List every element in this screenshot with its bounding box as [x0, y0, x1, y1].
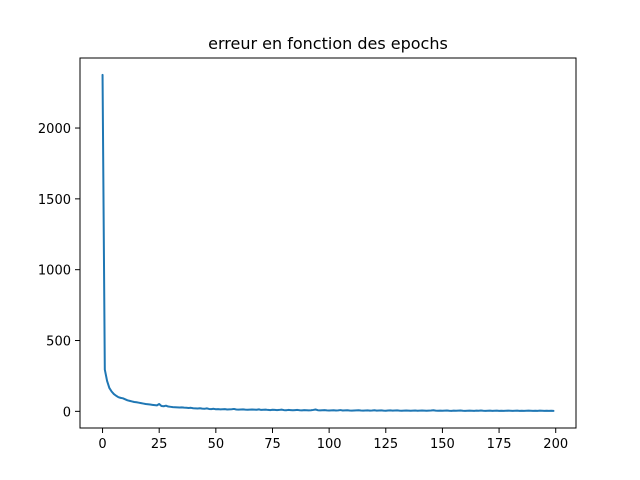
y-tick-label: 2000	[38, 122, 71, 137]
x-axis: 0 25 50 75 100 125 150 175 200	[98, 428, 568, 452]
x-tick-label: 200	[543, 437, 568, 452]
plot-area-frame	[79, 57, 577, 429]
chart-title: erreur en fonction des epochs	[208, 34, 448, 53]
x-tick-label: 175	[487, 437, 512, 452]
y-tick-label: 0	[63, 405, 71, 420]
x-tick-label: 100	[317, 437, 342, 452]
x-tick-label: 25	[151, 437, 168, 452]
x-tick-label: 125	[373, 437, 398, 452]
x-tick-label: 75	[264, 437, 281, 452]
y-tick-label: 1000	[38, 264, 71, 279]
x-tick-label: 50	[208, 437, 225, 452]
y-axis: 0 500 1000 1500 2000	[38, 122, 80, 420]
series-line	[101, 73, 555, 412]
x-tick-label: 150	[430, 437, 455, 452]
y-tick-label: 500	[46, 335, 71, 350]
y-tick-label: 1500	[38, 193, 71, 208]
x-tick-label: 0	[98, 437, 106, 452]
